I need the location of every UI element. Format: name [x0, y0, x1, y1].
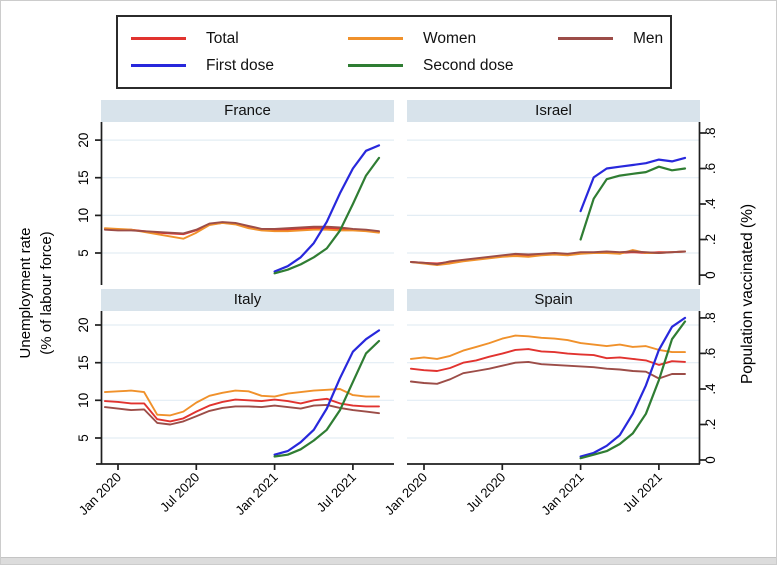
right-axis-tick-label: .6 — [703, 163, 718, 174]
israel-chart: 0 .2 .4 .6 .8 — [407, 122, 718, 285]
left-axis-title-line1: Unemployment rate — [17, 227, 34, 359]
panel-italy: Italy 5 10 15 20 Jan 2020 Jul 2020 Jan 2021 Jul… — [76, 289, 394, 518]
right-axis-tick-label: .8 — [703, 127, 718, 138]
panel-israel: Israel 0 .2 .4 .6 .8 — [407, 100, 718, 285]
men-line-swatch — [558, 37, 613, 40]
left-axis-title: Unemployment rate (% of labour force) — [15, 133, 59, 453]
x-axis-tick-label: Jan 2021 — [538, 470, 586, 518]
right-axis-title: Population vaccinated (%) — [739, 203, 756, 385]
left-axis-tick-label: 10 — [76, 393, 91, 408]
x-axis-tick-label: Jul 2021 — [314, 470, 359, 515]
legend-label-women: Women — [423, 29, 477, 47]
right-axis-tick-label: .8 — [703, 312, 718, 323]
panel-title-italy: Italy — [101, 289, 394, 311]
panel-spain: Spain 0 .2 .4 .6 .8 Jan 2020 Jul 2020 Jan 2021 J… — [382, 289, 718, 518]
left-axis-tick-label: 5 — [76, 249, 91, 257]
right-axis-tick-label: 0 — [703, 456, 718, 464]
right-axis-tick-label: .2 — [703, 234, 718, 245]
legend-item-men: Men — [558, 30, 670, 48]
panel-title-france: France — [101, 100, 394, 122]
right-axis-tick-label: 0 — [703, 271, 718, 279]
left-axis-tick-label: 20 — [76, 317, 91, 332]
x-axis-tick-label: Jul 2021 — [620, 470, 665, 515]
left-axis-title-line2: (% of labour force) — [38, 231, 55, 355]
legend-label-first-dose: First dose — [206, 56, 275, 74]
legend-label-men: Men — [633, 29, 664, 47]
italy-chart: 5 10 15 20 Jan 2020 Jul 2020 Jan 2021 Jul 2021 — [76, 311, 394, 518]
left-axis-tick-label: 10 — [76, 208, 91, 223]
left-axis-tick-label: 15 — [76, 170, 91, 185]
legend-label-total: Total — [206, 29, 239, 47]
panel-title-israel: Israel — [407, 100, 700, 122]
left-axis-tick-label: 15 — [76, 355, 91, 370]
legend-item-women: Women — [348, 30, 558, 48]
left-axis-tick-label: 5 — [76, 434, 91, 442]
right-axis-tick-label: .4 — [703, 383, 718, 395]
total-line-swatch — [131, 37, 186, 40]
x-axis-tick-label: Jan 2021 — [232, 470, 280, 518]
panel-title-spain: Spain — [407, 289, 700, 311]
legend: Total Women Men First dose Second dose — [116, 15, 672, 89]
second-dose-line-swatch — [348, 64, 403, 67]
france-chart: 5 10 15 20 — [76, 122, 394, 285]
first-dose-line-swatch — [131, 64, 186, 67]
legend-item-total: Total — [131, 30, 348, 48]
x-axis-tick-label: Jul 2020 — [157, 470, 202, 515]
legend-label-second-dose: Second dose — [423, 56, 514, 74]
legend-item-first-dose: First dose — [131, 57, 348, 75]
x-axis-tick-label: Jan 2020 — [382, 470, 430, 518]
right-axis-tick-label: .4 — [703, 198, 718, 210]
right-axis-tick-label: .2 — [703, 419, 718, 430]
panel-france: France 5 10 15 20 — [76, 100, 394, 285]
x-axis-tick-label: Jul 2020 — [463, 470, 508, 515]
x-axis-tick-label: Jan 2020 — [76, 470, 124, 518]
legend-item-second-dose: Second dose — [348, 57, 558, 75]
right-axis-tick-label: .6 — [703, 348, 718, 359]
spain-chart: 0 .2 .4 .6 .8 Jan 2020 Jul 2020 Jan 2021 Jul 202… — [382, 311, 718, 518]
left-axis-tick-label: 20 — [76, 133, 91, 148]
women-line-swatch — [348, 37, 403, 40]
window-bottom-edge — [1, 557, 776, 564]
